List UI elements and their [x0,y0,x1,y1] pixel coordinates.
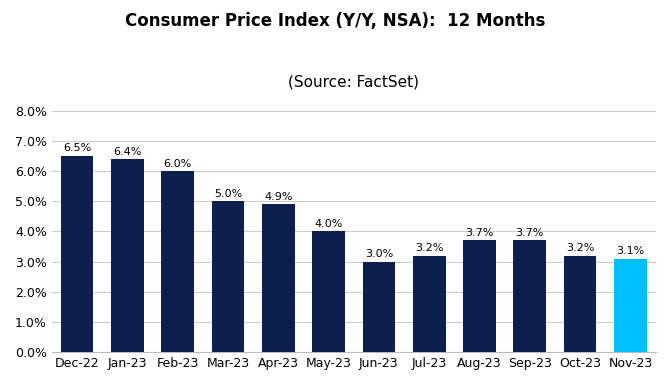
Bar [463,241,496,352]
Bar [161,171,194,352]
Title: (Source: FactSet): (Source: FactSet) [289,75,419,90]
Text: 3.7%: 3.7% [465,228,494,238]
Bar [262,204,295,352]
Bar [211,201,244,352]
Bar [614,259,647,352]
Bar [60,156,93,352]
Text: 4.0%: 4.0% [314,219,343,229]
Bar [312,231,345,352]
Text: 6.0%: 6.0% [164,159,192,169]
Text: 4.9%: 4.9% [264,192,293,202]
Text: 6.4%: 6.4% [113,147,142,157]
Text: 3.2%: 3.2% [415,243,444,253]
Text: 6.5%: 6.5% [63,144,91,154]
Bar [111,159,144,352]
Text: Consumer Price Index (Y/Y, NSA):  12 Months: Consumer Price Index (Y/Y, NSA): 12 Mont… [125,12,546,30]
Text: 3.1%: 3.1% [616,246,645,256]
Bar [362,261,395,352]
Bar [413,256,446,352]
Bar [564,256,597,352]
Text: 3.7%: 3.7% [515,228,544,238]
Text: 3.0%: 3.0% [365,249,393,259]
Text: 3.2%: 3.2% [566,243,595,253]
Text: 5.0%: 5.0% [214,189,242,199]
Bar [513,241,546,352]
